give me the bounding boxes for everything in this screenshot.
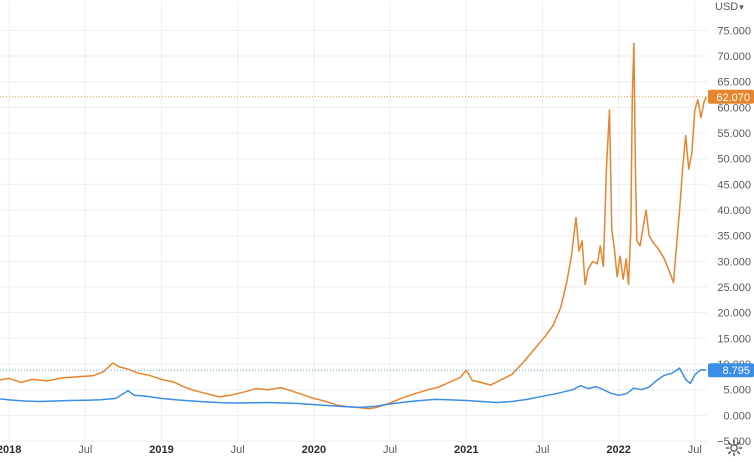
gear-icon[interactable] — [725, 439, 743, 457]
x-tick-label: 2022 — [606, 444, 630, 456]
last-value-label: 8.795 — [722, 365, 750, 377]
y-tick-label: 50.000 — [717, 154, 751, 166]
y-tick-label: 20.000 — [717, 308, 751, 320]
last-value-badge — [708, 89, 754, 104]
x-tick-label: 2019 — [149, 444, 173, 456]
y-tick-label: 15.000 — [717, 333, 751, 345]
y-tick-label: 45.000 — [717, 179, 751, 191]
last-value-badges: 62.070 8.795 — [708, 89, 754, 378]
currency-selector[interactable]: USD▾ — [715, 0, 744, 14]
y-tick-label: 30.000 — [717, 256, 751, 268]
series-line — [0, 42, 707, 410]
x-axis-ticks: 2018 Jul 2019 Jul 2020 Jul 2021 Jul 2022 Jul — [0, 444, 702, 456]
x-tick-label: Jul — [383, 444, 397, 456]
last-value-badge — [708, 363, 754, 378]
y-tick-label: 35.000 — [717, 231, 751, 243]
y-tick-label: 70.000 — [717, 51, 751, 63]
y-tick-label: 0.000 — [723, 410, 751, 422]
y-tick-label: 40.000 — [717, 205, 751, 217]
y-tick-label: 65.000 — [717, 77, 751, 89]
y-axis-ticks: −5.0000.0005.00010.00015.00020.00025.000… — [717, 25, 751, 448]
currency-label: USD — [715, 1, 739, 13]
series-line — [0, 367, 707, 409]
y-tick-label: 60.000 — [717, 102, 751, 114]
y-tick-label: 55.000 — [717, 128, 751, 140]
y-tick-label: 5.000 — [723, 385, 751, 397]
y-tick-label: 75.000 — [717, 25, 751, 37]
x-tick-label: 2021 — [454, 444, 478, 456]
chevron-down-icon: ▾ — [739, 2, 744, 12]
gridlines — [0, 1, 707, 442]
y-tick-label: 25.000 — [717, 282, 751, 294]
x-tick-label: Jul — [535, 444, 549, 456]
x-tick-label: 2018 — [0, 444, 21, 456]
last-value-label: 62.070 — [716, 92, 750, 104]
x-tick-label: Jul — [78, 444, 92, 456]
x-tick-label: Jul — [231, 444, 245, 456]
x-tick-label: Jul — [688, 444, 702, 456]
x-tick-label: 2020 — [302, 444, 326, 456]
series-lines — [0, 42, 707, 410]
